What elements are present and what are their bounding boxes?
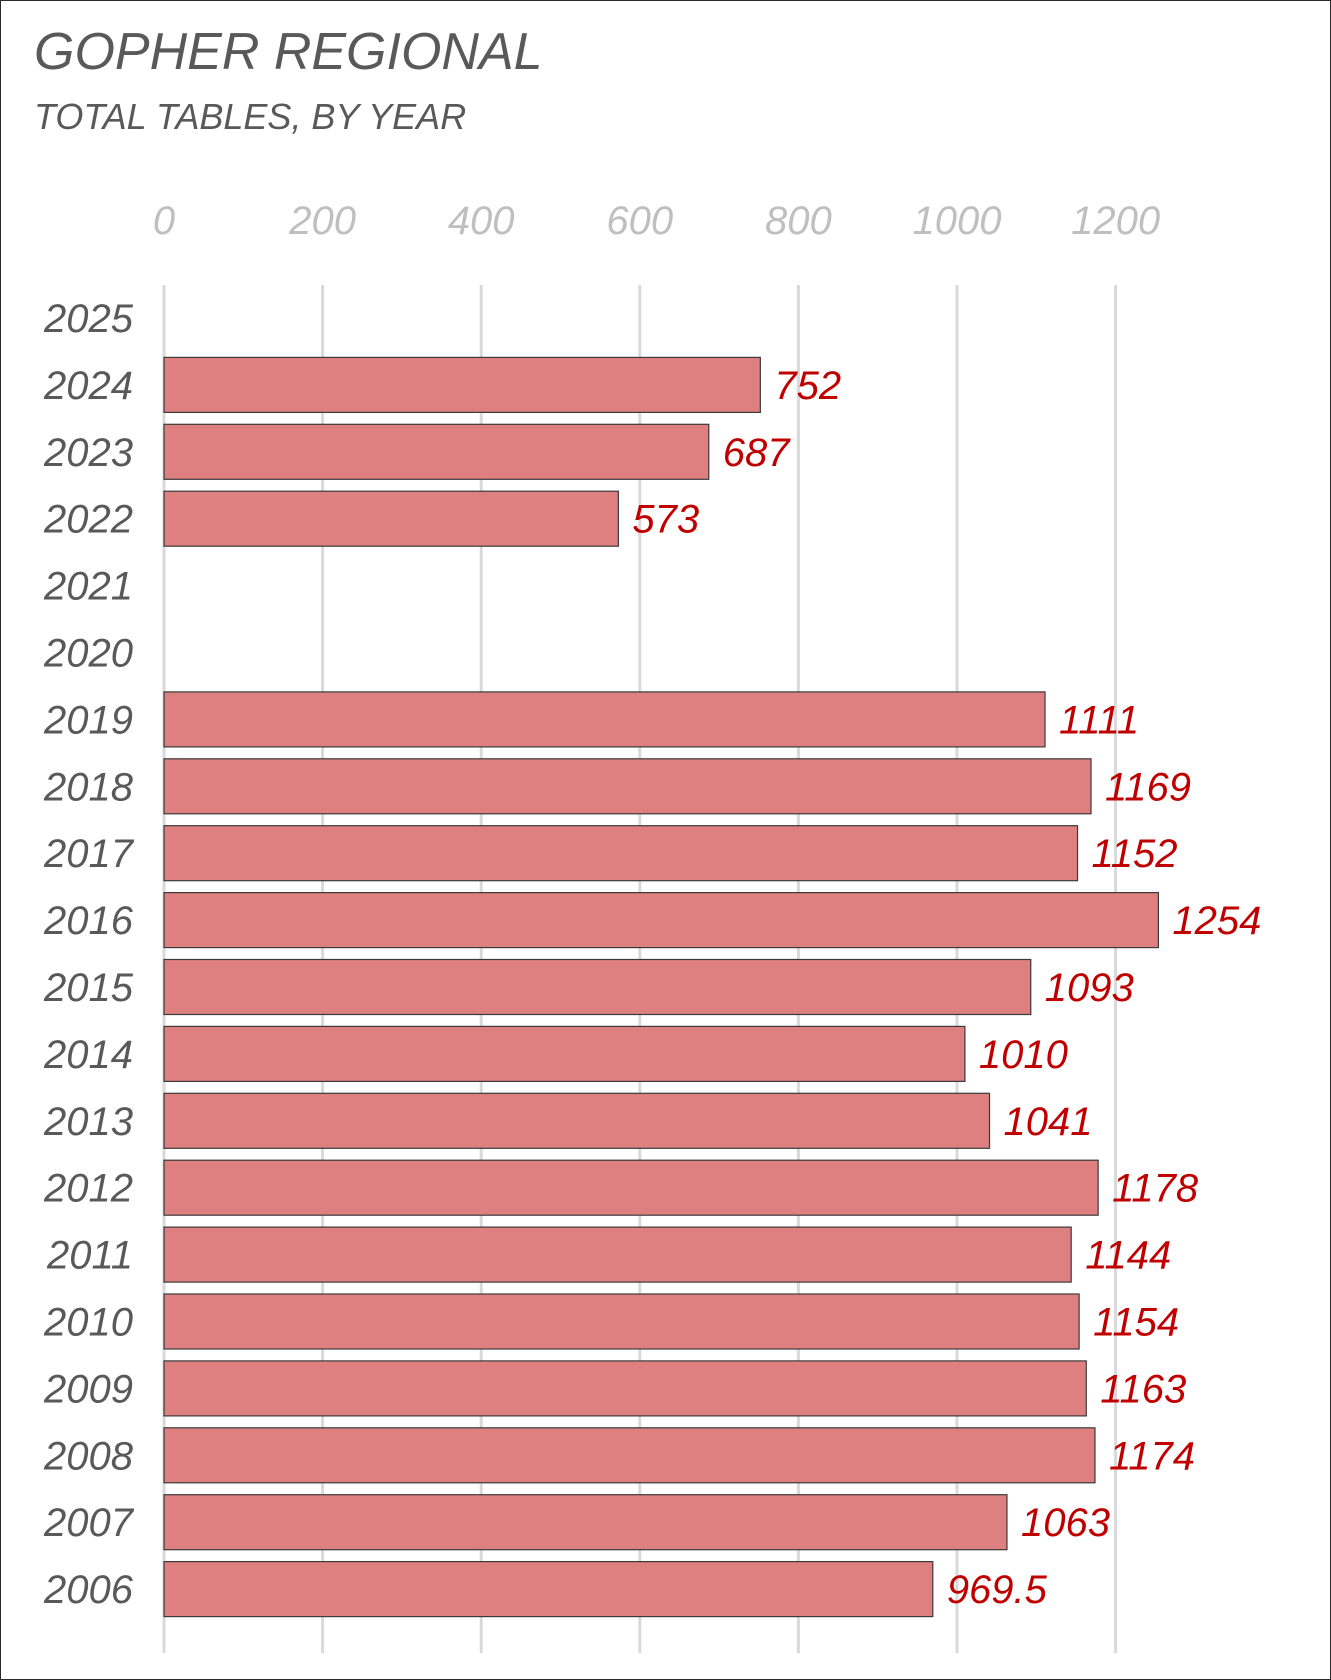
category-label-2011: 2011: [46, 1234, 133, 1278]
x-tick-label-800: 800: [765, 199, 832, 243]
data-label-2012: 1178: [1112, 1167, 1199, 1211]
data-label-2017: 1152: [1092, 832, 1178, 876]
bar-2014: [163, 1025, 966, 1083]
data-label-2013: 1041: [1004, 1100, 1093, 1144]
category-label-2014: 2014: [43, 1033, 133, 1077]
category-label-2023: 2023: [43, 431, 133, 475]
data-label-2007: 1063: [1021, 1501, 1110, 1545]
category-label-2022: 2022: [43, 498, 133, 542]
data-label-2018: 1169: [1105, 765, 1191, 809]
bar-2016: [163, 891, 1160, 949]
category-label-2021: 2021: [43, 565, 133, 609]
data-label-2006: 969.5: [947, 1568, 1048, 1612]
bar-2023: [163, 423, 710, 480]
category-label-2017: 2017: [43, 832, 135, 876]
bar-2010: [163, 1293, 1080, 1350]
bar-2007: [163, 1494, 1008, 1551]
category-label-2024: 2024: [43, 364, 133, 408]
category-label-2007: 2007: [43, 1501, 135, 1545]
bar-2009: [163, 1360, 1087, 1417]
x-tick-label-600: 600: [606, 199, 673, 243]
data-label-2011: 1144: [1085, 1234, 1171, 1278]
data-label-2024: 752: [774, 364, 841, 408]
category-label-2013: 2013: [43, 1100, 133, 1144]
chart-subtitle: TOTAL TABLES, BY YEAR: [34, 96, 467, 137]
data-label-2016: 1254: [1172, 899, 1261, 943]
x-axis-ticks: 0 200 400 600 800 1000 1200: [153, 199, 1160, 243]
bar-2015: [163, 958, 1032, 1016]
x-tick-label-1200: 1200: [1071, 199, 1160, 243]
data-label-2009: 1163: [1100, 1367, 1186, 1411]
category-label-2009: 2009: [43, 1367, 133, 1411]
category-label-2020: 2020: [43, 632, 133, 676]
x-tick-label-0: 0: [153, 199, 175, 243]
bar-2019: [163, 691, 1046, 748]
category-labels: 2025 2024 2023 2022 2021 2020 2019 2018 2017 2016…: [43, 297, 135, 1612]
x-tick-label-400: 400: [448, 199, 515, 243]
bar-2013: [163, 1092, 991, 1149]
x-tick-label-200: 200: [288, 199, 356, 243]
category-label-2018: 2018: [43, 765, 134, 809]
bar-2024: [163, 356, 761, 413]
data-label-2010: 1154: [1093, 1301, 1179, 1345]
bar-2008: [163, 1427, 1096, 1484]
x-tick-label-1000: 1000: [913, 199, 1002, 243]
category-label-2015: 2015: [43, 966, 134, 1010]
data-labels: 752 687 573 1111 1169 1152 1254 1093 1010 1041 117…: [632, 364, 1261, 1612]
category-label-2008: 2008: [43, 1434, 134, 1478]
data-label-2019: 1111: [1059, 698, 1139, 742]
bar-2006: [163, 1560, 934, 1618]
category-label-2012: 2012: [43, 1167, 133, 1211]
bars: [163, 356, 1160, 1618]
bar-2012: [163, 1159, 1099, 1216]
category-label-2025: 2025: [43, 297, 134, 341]
data-label-2023: 687: [723, 431, 791, 475]
category-label-2010: 2010: [43, 1301, 133, 1345]
bar-2017: [163, 825, 1079, 882]
data-label-2022: 573: [632, 498, 699, 542]
category-label-2016: 2016: [43, 899, 134, 943]
category-label-2019: 2019: [43, 698, 133, 742]
category-label-2006: 2006: [43, 1568, 134, 1612]
data-label-2015: 1093: [1045, 966, 1134, 1010]
bar-2018: [163, 758, 1092, 815]
bar-2022: [163, 490, 619, 547]
data-label-2008: 1174: [1109, 1434, 1195, 1478]
data-label-2014: 1010: [979, 1033, 1068, 1077]
bar-2011: [163, 1226, 1072, 1283]
chart-title: GOPHER REGIONAL: [34, 23, 543, 81]
